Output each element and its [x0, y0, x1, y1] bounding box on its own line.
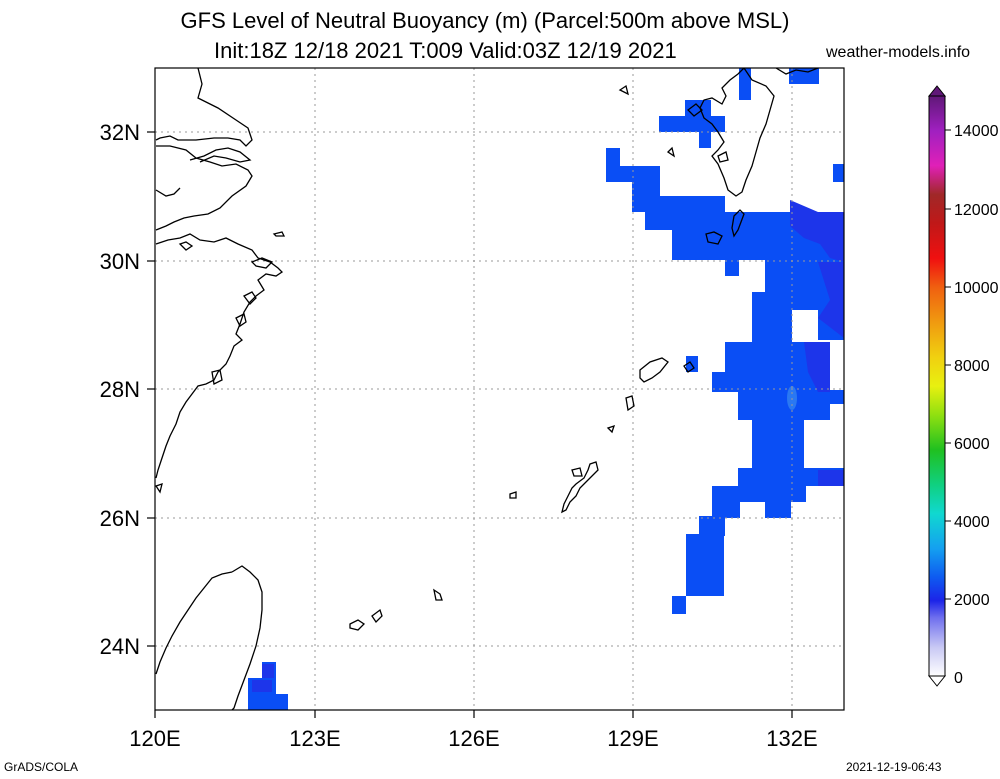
colorbar-label: 2000	[954, 592, 990, 609]
lat-label: 26N	[100, 506, 140, 531]
lon-labels: 120E 123E 126E 129E 132E	[129, 726, 817, 751]
colorbar-label: 4000	[954, 514, 990, 531]
lon-label: 123E	[289, 726, 340, 751]
colorbar-bottom-arrow	[927, 675, 947, 687]
map-subtitle: Init:18Z 12/18 2021 T:009 Valid:03Z 12/1…	[214, 38, 677, 63]
colorbar: 14000 12000 10000 8000 6000 4000 2000 0	[927, 85, 999, 687]
lat-label: 28N	[100, 377, 140, 402]
colorbar-scale	[928, 95, 946, 677]
lon-label: 129E	[607, 726, 658, 751]
site-credit: weather-models.info	[826, 44, 971, 61]
colorbar-label: 0	[954, 670, 963, 687]
colorbar-top-arrow	[927, 85, 947, 97]
axis-ticks	[147, 131, 793, 718]
colorbar-label: 6000	[954, 436, 990, 453]
field-gap	[792, 310, 818, 336]
buoyancy-field-dark	[252, 200, 844, 692]
lat-label: 24N	[100, 634, 140, 659]
buoyancy-field	[248, 68, 844, 710]
footer-timestamp: 2021-12-19-06:43	[846, 760, 942, 774]
lon-label: 120E	[129, 726, 180, 751]
lat-label: 32N	[100, 120, 140, 145]
colorbar-label: 10000	[954, 280, 999, 297]
footer-credit: GrADS/COLA	[4, 760, 79, 774]
title-line-1: GFS Level of Neutral Buoyancy (m) (Parce…	[180, 8, 790, 33]
colorbar-label: 14000	[954, 123, 999, 140]
colorbar-label: 8000	[954, 358, 990, 375]
coastlines	[155, 68, 819, 710]
map-title: GFS Level of Neutral Buoyancy (m) (Parce…	[0, 8, 1000, 34]
lon-label: 126E	[448, 726, 499, 751]
colorbar-label: 12000	[954, 202, 999, 219]
lat-labels: 32N 30N 28N 26N 24N	[100, 120, 140, 659]
lon-label: 132E	[766, 726, 817, 751]
lat-label: 30N	[100, 249, 140, 274]
